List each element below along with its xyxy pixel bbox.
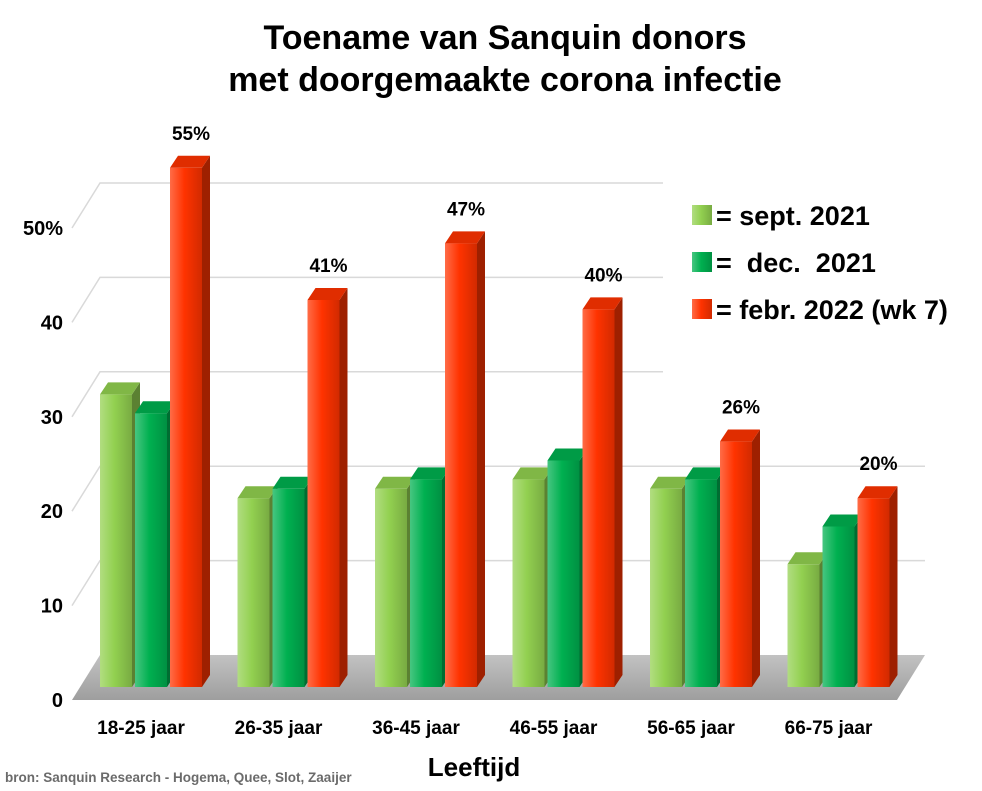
- bar-front-face: [237, 498, 270, 687]
- legend-swatch: [692, 252, 712, 272]
- bar-side-face: [614, 297, 623, 687]
- bar-top-face: [170, 155, 210, 168]
- bar-side-face: [752, 429, 760, 687]
- bar: [170, 155, 210, 688]
- bar: [582, 297, 623, 687]
- x-axis-title: Leeftijd: [428, 752, 520, 782]
- legend-swatch: [692, 299, 712, 319]
- bars: [100, 155, 898, 688]
- bar-front-face: [547, 460, 580, 687]
- bar-front-face: [512, 479, 545, 687]
- legend-label: = sept. 2021: [716, 201, 870, 231]
- y-tick-label: 10: [41, 596, 63, 618]
- bar: [100, 382, 140, 687]
- bar-top-face: [307, 287, 348, 300]
- bar-front-face: [410, 479, 442, 687]
- source-note: bron: Sanquin Research - Hogema, Quee, S…: [5, 770, 352, 785]
- bar-top-face: [547, 448, 588, 461]
- bar-front-face: [135, 413, 167, 687]
- y-tick-label: 50%: [23, 218, 63, 240]
- data-label: 41%: [309, 256, 347, 277]
- bar-front-face: [720, 441, 752, 687]
- legend-label: = dec. 2021: [716, 248, 876, 278]
- x-tick-label: 18-25 jaar: [97, 718, 185, 739]
- bar-top-face: [410, 467, 450, 480]
- y-tick-label: 0: [52, 690, 63, 712]
- bar: [410, 467, 450, 687]
- bar-front-face: [822, 526, 855, 687]
- bar-side-face: [202, 155, 210, 688]
- legend-label: = febr. 2022 (wk 7): [716, 295, 948, 325]
- legend-item: = sept. 2021: [692, 201, 870, 231]
- bar-front-face: [307, 300, 340, 687]
- bar-front-face: [375, 488, 407, 687]
- bar-front-face: [650, 488, 682, 687]
- y-tick-label: 20: [41, 501, 63, 523]
- bar: [307, 287, 348, 687]
- bar-front-face: [100, 394, 132, 687]
- bar-side-face: [339, 287, 348, 687]
- bar: [135, 401, 175, 687]
- gridline: [71, 276, 925, 323]
- bar-front-face: [582, 309, 615, 687]
- legend: = sept. 2021 = dec. 2021 = febr. 2022 (wk …: [663, 170, 975, 395]
- bar-front-face: [787, 564, 820, 687]
- y-tick-label: 30: [41, 407, 63, 429]
- bar-top-face: [650, 476, 690, 489]
- bar-front-face: [272, 488, 305, 687]
- bar-top-face: [512, 467, 553, 480]
- bar-side-face: [889, 486, 898, 687]
- bar-top-face: [272, 476, 313, 489]
- data-label: 40%: [584, 265, 622, 286]
- bar-top-face: [582, 297, 623, 310]
- bar-front-face: [857, 498, 890, 687]
- bar-top-face: [720, 429, 760, 442]
- bar-top-face: [237, 486, 278, 499]
- chart-title-line-2: met doorgemaakte corona infectie: [228, 61, 782, 99]
- bar-top-face: [375, 476, 415, 489]
- bar: [787, 552, 828, 687]
- bar-top-face: [445, 231, 485, 244]
- legend-item: = febr. 2022 (wk 7): [692, 295, 948, 325]
- x-tick-label: 26-35 jaar: [235, 718, 323, 739]
- gridline: [71, 371, 925, 418]
- bar: [650, 476, 690, 687]
- gridline: [71, 182, 925, 229]
- bar-front-face: [170, 167, 202, 688]
- x-tick-label: 56-65 jaar: [647, 718, 735, 739]
- bar: [720, 429, 760, 687]
- bar-top-face: [857, 486, 898, 499]
- bar: [512, 467, 553, 687]
- data-label: 20%: [859, 454, 897, 475]
- data-label: 47%: [447, 199, 485, 220]
- bar: [547, 448, 588, 687]
- y-tick-label: 40: [41, 312, 63, 334]
- legend-item: = dec. 2021: [692, 248, 876, 278]
- bar-top-face: [787, 552, 828, 565]
- bar-top-face: [685, 467, 725, 480]
- bar: [445, 231, 485, 688]
- x-tick-label: 36-45 jaar: [372, 718, 460, 739]
- bar: [685, 467, 725, 687]
- bar: [822, 514, 863, 687]
- bar-top-face: [135, 401, 175, 414]
- bar-top-face: [100, 382, 140, 395]
- bar-front-face: [445, 243, 477, 688]
- data-label: 55%: [172, 124, 210, 145]
- bar-top-face: [822, 514, 863, 527]
- bar: [857, 486, 898, 687]
- axis-labels: 0 10 20 30 40 50% 55% 18-25 jaar 41% 26-35 jaar 47…: [23, 124, 898, 739]
- bar-side-face: [477, 231, 485, 687]
- data-label: 26%: [722, 398, 760, 419]
- bar: [237, 486, 278, 687]
- chart-title-line-1: Toename van Sanquin donors: [264, 19, 747, 57]
- bar: [272, 476, 313, 687]
- legend-swatch: [692, 205, 712, 225]
- x-tick-label: 46-55 jaar: [510, 718, 598, 739]
- bar: [375, 476, 415, 687]
- bar-front-face: [685, 479, 717, 687]
- legend-background: [663, 170, 975, 395]
- x-tick-label: 66-75 jaar: [785, 718, 873, 739]
